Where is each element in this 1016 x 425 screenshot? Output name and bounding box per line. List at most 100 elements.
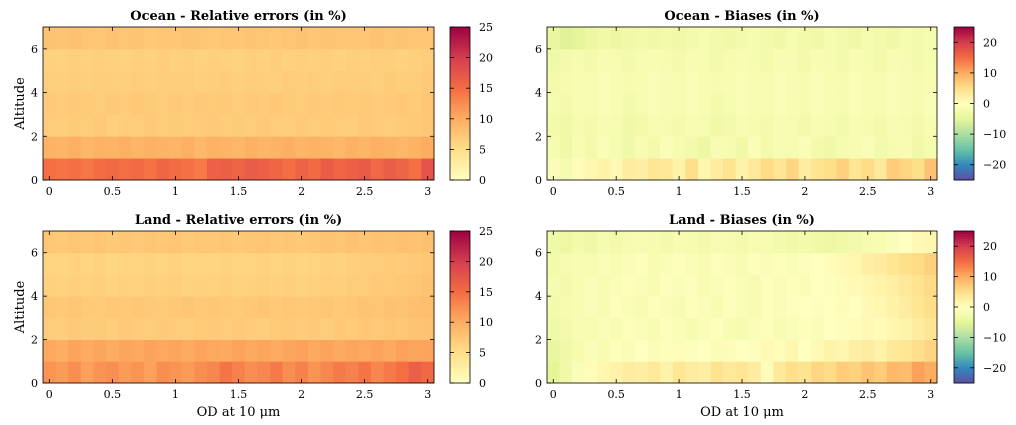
heatmap-cell xyxy=(358,136,372,159)
heatmap-cell xyxy=(622,231,636,254)
heatmap-cell xyxy=(886,361,900,384)
heatmap-cell xyxy=(181,361,195,384)
colorbar-segment xyxy=(954,241,974,245)
heatmap-cell xyxy=(206,317,220,340)
heatmap-cell xyxy=(823,296,837,319)
heatmap-cell xyxy=(232,274,246,297)
heatmap-cell xyxy=(408,48,422,72)
colorbar-segment xyxy=(954,289,974,293)
heatmap-cell xyxy=(672,274,686,297)
heatmap-cell xyxy=(823,114,837,137)
heatmap-cell xyxy=(370,252,384,275)
heatmap-cell xyxy=(333,48,347,72)
heatmap-cell xyxy=(68,339,82,362)
colorbar-segment xyxy=(450,169,470,173)
heatmap-cell xyxy=(68,361,82,384)
colorbar-segment xyxy=(954,144,974,148)
heatmap-cell xyxy=(206,231,220,254)
heatmap-cell xyxy=(370,231,384,254)
colorbar-segment xyxy=(450,141,470,145)
heatmap-cell xyxy=(358,27,372,50)
heatmap-cell xyxy=(232,92,246,115)
colorbar-segment xyxy=(954,243,974,247)
heatmap-cell xyxy=(244,92,258,115)
heatmap-cell xyxy=(55,361,69,384)
heatmap-cell xyxy=(886,136,900,159)
heatmap-cell xyxy=(773,361,787,384)
heatmap-cell xyxy=(924,136,938,159)
heatmap-cell xyxy=(572,317,586,340)
y-tick-label: 4 xyxy=(31,290,38,303)
colorbar-segment xyxy=(954,324,974,328)
heatmap-cell xyxy=(333,158,347,181)
colorbar-segment xyxy=(954,131,974,135)
colorbar-segment xyxy=(450,29,470,33)
heatmap-cell xyxy=(547,92,560,115)
heatmap-cell xyxy=(899,317,913,340)
y-tick-label: 2 xyxy=(535,334,542,347)
colorbar-segment xyxy=(954,327,974,331)
heatmap-cell xyxy=(169,317,183,340)
heatmap-cell xyxy=(760,48,774,72)
heatmap-cell xyxy=(106,70,120,93)
heatmap-cell xyxy=(194,296,208,319)
heatmap-cell xyxy=(597,339,611,362)
heatmap-cell xyxy=(836,317,850,340)
heatmap-cell xyxy=(697,136,711,159)
heatmap-cell xyxy=(295,231,309,254)
heatmap-cell xyxy=(723,158,737,181)
colorbar-segment xyxy=(450,123,470,127)
heatmap-cell xyxy=(194,252,208,275)
colorbar-segment xyxy=(954,159,974,163)
x-tick-label: 2 xyxy=(801,185,808,198)
heatmap-cell xyxy=(131,158,145,181)
colorbar-segment xyxy=(954,146,974,150)
heatmap-cell xyxy=(811,114,825,137)
heatmap-cell xyxy=(559,252,573,275)
heatmap-cell xyxy=(307,48,321,72)
heatmap-cell xyxy=(156,274,170,297)
heatmap-cell xyxy=(408,158,422,181)
heatmap-cell xyxy=(672,252,686,275)
heatmap-cell xyxy=(597,361,611,384)
colorbar-segment xyxy=(450,174,470,178)
heatmap-cell xyxy=(421,296,435,319)
heatmap-cell xyxy=(156,361,170,384)
heatmap-cell xyxy=(660,231,674,254)
heatmap-cell xyxy=(118,317,132,340)
heatmap-cell xyxy=(295,296,309,319)
colorbar-tick-label: 0 xyxy=(983,98,990,111)
colorbar-segment xyxy=(954,67,974,71)
heatmap-cell xyxy=(358,231,372,254)
heatmap-cell xyxy=(345,92,359,115)
colorbar-segment xyxy=(450,85,470,89)
heatmap-cell xyxy=(219,136,233,159)
heatmap-cell xyxy=(282,339,296,362)
colorbar-tick-label: −10 xyxy=(983,128,1006,141)
heatmap-cell xyxy=(219,92,233,115)
heatmap-cell xyxy=(206,252,220,275)
colorbar: 0 5 10 15 20 25 xyxy=(449,225,493,390)
colorbar-segment xyxy=(954,299,974,303)
colorbar-segment xyxy=(450,345,470,349)
heatmap-cell xyxy=(345,296,359,319)
heatmap-cell xyxy=(320,274,334,297)
colorbar-segment xyxy=(450,324,470,328)
colorbar-segment xyxy=(450,357,470,361)
heatmap-cell xyxy=(685,296,699,319)
heatmap-cell xyxy=(219,158,233,181)
heatmap-cell xyxy=(584,48,598,72)
heatmap-cell xyxy=(270,70,284,93)
colorbar-segment xyxy=(450,319,470,323)
heatmap-cell xyxy=(861,252,875,275)
heatmap-cell xyxy=(735,27,749,50)
heatmap-cell xyxy=(924,317,938,340)
heatmap-cell xyxy=(559,158,573,181)
x-axis-label: OD at 10 μm xyxy=(197,405,281,420)
heatmap-cell xyxy=(143,158,157,181)
colorbar-segment xyxy=(450,57,470,61)
heatmap-cell xyxy=(823,48,837,72)
heatmap-cell xyxy=(710,92,724,115)
colorbar-segment xyxy=(954,261,974,265)
heatmap-cell xyxy=(206,136,220,159)
